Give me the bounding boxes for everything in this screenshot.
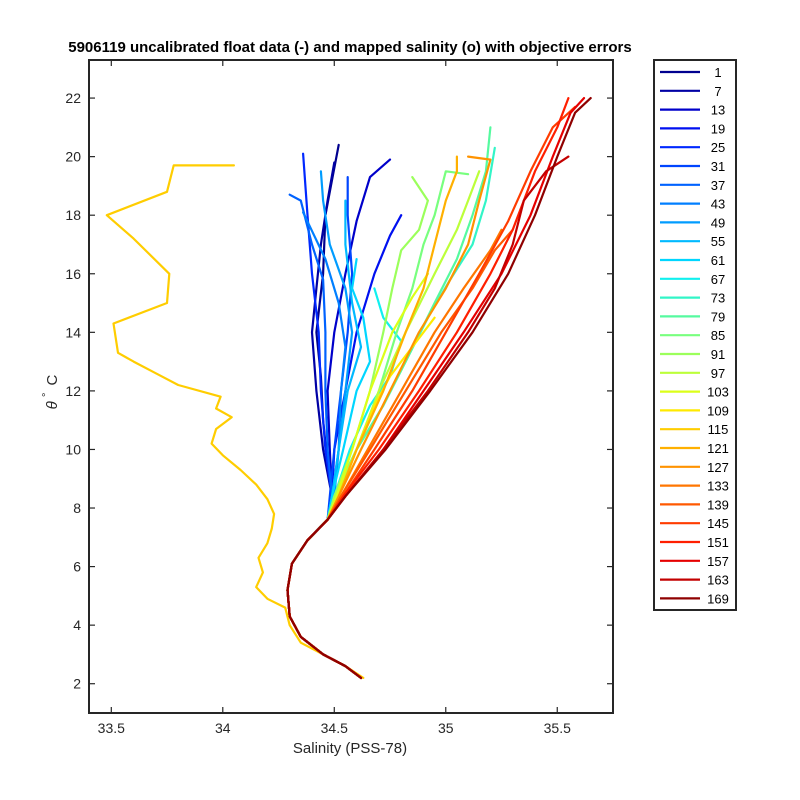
legend-label-103: 103 [707, 385, 729, 400]
y-tick-label: 2 [73, 676, 81, 692]
legend-label-73: 73 [711, 291, 725, 306]
y-tick-label: 6 [73, 559, 81, 575]
legend-label-109: 109 [707, 403, 729, 418]
x-axis-title: Salinity (PSS-78) [293, 740, 407, 757]
legend-label-49: 49 [711, 215, 725, 230]
y-tick-label: 8 [73, 500, 81, 516]
plot-background [89, 60, 613, 713]
y-tick-label: 10 [65, 441, 81, 457]
y-axis-title: θ ° C [37, 374, 61, 409]
legend-label-133: 133 [707, 479, 729, 494]
y-axis-title-degree: ° [41, 393, 53, 397]
legend-label-169: 169 [707, 591, 729, 606]
legend-label-43: 43 [711, 197, 725, 212]
legend-label-79: 79 [711, 309, 725, 324]
legend-label-55: 55 [711, 234, 725, 249]
legend-label-85: 85 [711, 328, 725, 343]
y-axis-title-symbol: θ [44, 401, 61, 409]
legend-label-91: 91 [711, 347, 725, 362]
legend-label-157: 157 [707, 554, 729, 569]
x-tick-label: 35 [438, 720, 454, 736]
legend-label-115: 115 [708, 422, 729, 437]
x-axis: 33.5 34 34.5 35 35.5 [98, 60, 571, 736]
profiles-layer [105, 97, 592, 679]
legend-label-151: 151 [707, 535, 729, 550]
legend-label-127: 127 [707, 460, 729, 475]
y-tick-label: 12 [65, 383, 81, 399]
plot-frame [88, 59, 614, 714]
y-axis-title-unit: C [44, 374, 61, 385]
y-tick-label: 14 [65, 324, 81, 340]
legend-label-61: 61 [711, 253, 725, 268]
legend-label-31: 31 [711, 159, 725, 174]
legend-label-19: 19 [711, 121, 725, 136]
plot-area [88, 59, 614, 714]
legend-label-37: 37 [711, 178, 725, 193]
legend-label-67: 67 [711, 272, 725, 287]
profile-line-169 [286, 97, 592, 679]
legend-label-139: 139 [707, 497, 729, 512]
y-tick-label: 18 [65, 207, 81, 223]
legend-label-121: 121 [707, 441, 729, 456]
legend-label-25: 25 [711, 140, 725, 155]
legend-label-163: 163 [707, 573, 729, 588]
legend-label-7: 7 [714, 84, 721, 99]
y-tick-label: 4 [73, 617, 81, 633]
legend-items: 1 7 13 19 25 31 37 43 49 55 61 67 73 79 85 91 97 103 109 11… [660, 65, 729, 606]
y-tick-label: 16 [65, 266, 81, 282]
legend: 1 7 13 19 25 31 37 43 49 55 61 67 73 79 85 91 97 103 109 11… [653, 59, 737, 611]
x-tick-label: 34.5 [321, 720, 348, 736]
y-tick-label: 20 [65, 149, 81, 165]
x-tick-label: 35.5 [544, 720, 571, 736]
x-tick-label: 34 [215, 720, 231, 736]
legend-label-145: 145 [707, 516, 729, 531]
chart-title: 5906119 uncalibrated float data (-) and … [68, 39, 631, 56]
profile-line-115 [105, 164, 365, 679]
x-tick-label: 33.5 [98, 720, 125, 736]
y-axis: 2 4 6 8 10 12 14 16 18 20 22 [65, 90, 613, 692]
legend-label-1: 1 [714, 65, 721, 80]
y-tick-label: 22 [65, 90, 81, 106]
legend-label-97: 97 [711, 366, 725, 381]
legend-label-13: 13 [711, 103, 725, 118]
